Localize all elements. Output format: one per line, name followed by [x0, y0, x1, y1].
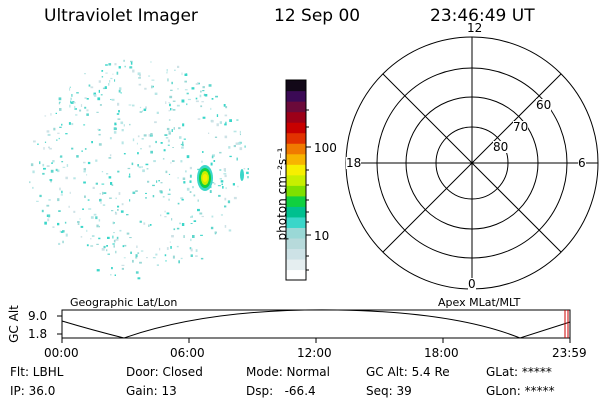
color-scale-frame [285, 79, 307, 281]
mlt-label-0: 0 [468, 277, 476, 291]
altitude-curve [61, 309, 571, 339]
mlat-label-60: 60 [536, 98, 552, 112]
dsp-status: Dsp: -66.4 [246, 384, 316, 398]
colorbar-tick-100: 100 [314, 141, 337, 155]
filter-status: Flt: LBHL [10, 365, 64, 379]
colorbar-unit-label: photon cm⁻²s⁻¹ [275, 147, 289, 241]
timeline-x-tick: 23:59 [552, 346, 587, 360]
color-scale-swatch [286, 122, 306, 134]
mlat-label-80: 80 [493, 140, 509, 154]
color-scale-swatch [286, 101, 306, 113]
color-scale-swatch [286, 227, 306, 239]
auroral-image [29, 59, 249, 280]
mlt-label-18: 18 [346, 156, 362, 170]
timeline-x-tick: 12:00 [297, 346, 332, 360]
timeline-y-tick-low: 1.8 [28, 327, 48, 341]
timeline-y-label: GC Alt [7, 305, 21, 343]
colorbar-tick-10: 10 [314, 229, 330, 243]
color-scale-ticks [306, 109, 311, 271]
color-scale-swatch [286, 185, 306, 197]
timeline-x-tick: 06:00 [170, 346, 205, 360]
color-scale-swatch [286, 237, 306, 250]
color-scale-bar [286, 80, 306, 281]
color-scale-swatch [286, 164, 306, 176]
glat-status: GLat: ***** [486, 365, 552, 379]
color-scale-swatch [286, 248, 306, 260]
date-label: 12 Sep 00 [274, 6, 361, 26]
mlt-label-12: 12 [467, 21, 483, 35]
color-scale-swatch [286, 258, 306, 271]
door-status: Door: Closed [126, 365, 203, 379]
ip-status: IP: 36.0 [10, 384, 56, 398]
color-scale-swatch [286, 132, 306, 144]
color-scale-swatch [286, 216, 306, 228]
mode-status: Mode: Normal [246, 365, 330, 379]
instrument-title: Ultraviolet Imager [44, 6, 198, 26]
timeline-left-title: Geographic Lat/Lon [70, 296, 178, 309]
mlt-label-6: 6 [578, 156, 586, 170]
polar-grid [345, 36, 599, 290]
color-scale-swatch [286, 80, 306, 92]
color-scale-swatch [286, 195, 306, 207]
color-scale-swatch [286, 174, 306, 186]
color-scale-swatch [286, 143, 306, 155]
time-label: 23:46:49 UT [430, 6, 535, 26]
timeline-y-tick-high: 9.0 [28, 309, 48, 323]
seq-status: Seq: 39 [366, 384, 412, 398]
color-scale-swatch [286, 153, 306, 165]
color-scale-swatch [286, 206, 306, 218]
color-scale-swatch [286, 90, 306, 102]
color-scale-swatch [286, 269, 306, 281]
color-scale-swatch [286, 111, 306, 123]
timeline-ticks [57, 315, 571, 343]
glon-status: GLon: ***** [486, 384, 555, 398]
mlat-label-70: 70 [513, 120, 529, 134]
timeline-right-title: Apex MLat/MLT [438, 296, 521, 309]
timeline-x-tick: 00:00 [44, 346, 79, 360]
timeline-x-tick: 18:00 [424, 346, 459, 360]
gain-status: Gain: 13 [126, 384, 177, 398]
gc-alt-status: GC Alt: 5.4 Re [366, 365, 450, 379]
